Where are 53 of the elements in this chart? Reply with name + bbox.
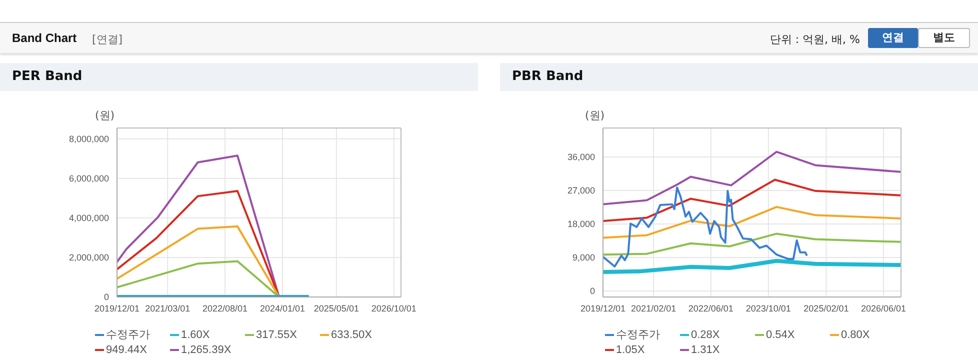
x-tick-label: 2021/02/01 [631, 303, 676, 314]
x-tick-label: 2023/10/01 [746, 303, 791, 314]
x-tick-label: 2022/06/01 [688, 303, 734, 314]
legend-label: 0.28X [691, 328, 720, 340]
x-tick-label: 2019/12/01 [94, 303, 140, 314]
legend-label: 수정주가 [616, 328, 660, 342]
legend-label: 0.80X [841, 328, 870, 340]
line-series [603, 206, 901, 239]
line-series [603, 232, 901, 256]
text: Band Chart [12, 31, 77, 45]
line-series [117, 225, 280, 297]
chart-title: PER Band [0, 63, 478, 91]
y-tick-label: 9,000 [572, 252, 595, 263]
line-series [117, 190, 280, 297]
legend-label: 317.55X [256, 328, 297, 340]
legend-label: 수정주가 [106, 328, 150, 342]
y-tick-label: 8,000,000 [68, 134, 109, 144]
line-series [117, 260, 280, 297]
y-tick-label: 27,000 [567, 186, 595, 196]
x-tick-label: 2021/03/01 [145, 303, 190, 314]
x-tick-label: 2026/06/01 [860, 303, 906, 314]
y-axis-title: (원) [585, 108, 605, 123]
x-tick-label: 2025/02/01 [804, 303, 849, 314]
legend-label: 633.50X [331, 328, 372, 340]
y-tick-label: 6,000,000 [68, 174, 109, 184]
x-tick-label: 2026/10/01 [371, 303, 416, 314]
legend-label: 0.54X [766, 328, 795, 340]
text: 단위 : 억원, 배, % [770, 32, 860, 47]
line-series [603, 186, 808, 268]
text: 별도 [918, 28, 970, 48]
y-axis-title: (원) [95, 108, 115, 123]
x-tick-label: 2024/01/01 [260, 303, 306, 314]
legend-label: 949.44X [106, 344, 147, 356]
y-tick-label: 36,000 [567, 152, 595, 162]
y-tick-label: 18,000 [567, 219, 595, 230]
y-tick-label: 2,000,000 [68, 252, 109, 263]
x-tick-label: 2019/12/01 [580, 303, 626, 314]
x-tick-label: 2022/08/01 [202, 303, 248, 314]
legend-label: 1.31X [691, 344, 720, 356]
y-tick-label: 0 [590, 286, 595, 296]
legend-label: 1,265.39X [181, 344, 232, 356]
legend-label: 1.60X [181, 328, 210, 340]
legend-label: 1.05X [616, 344, 645, 356]
x-tick-label: 2025/05/01 [314, 303, 359, 314]
y-tick-label: 4,000,000 [68, 213, 109, 224]
line-series [117, 154, 280, 297]
line-series [603, 150, 901, 206]
y-tick-label: 0 [104, 292, 109, 302]
text: 연결 [868, 28, 918, 48]
line-series [603, 178, 901, 222]
text: [연결] [92, 32, 123, 47]
line-series [603, 258, 901, 274]
chart-title: PBR Band [500, 63, 978, 91]
